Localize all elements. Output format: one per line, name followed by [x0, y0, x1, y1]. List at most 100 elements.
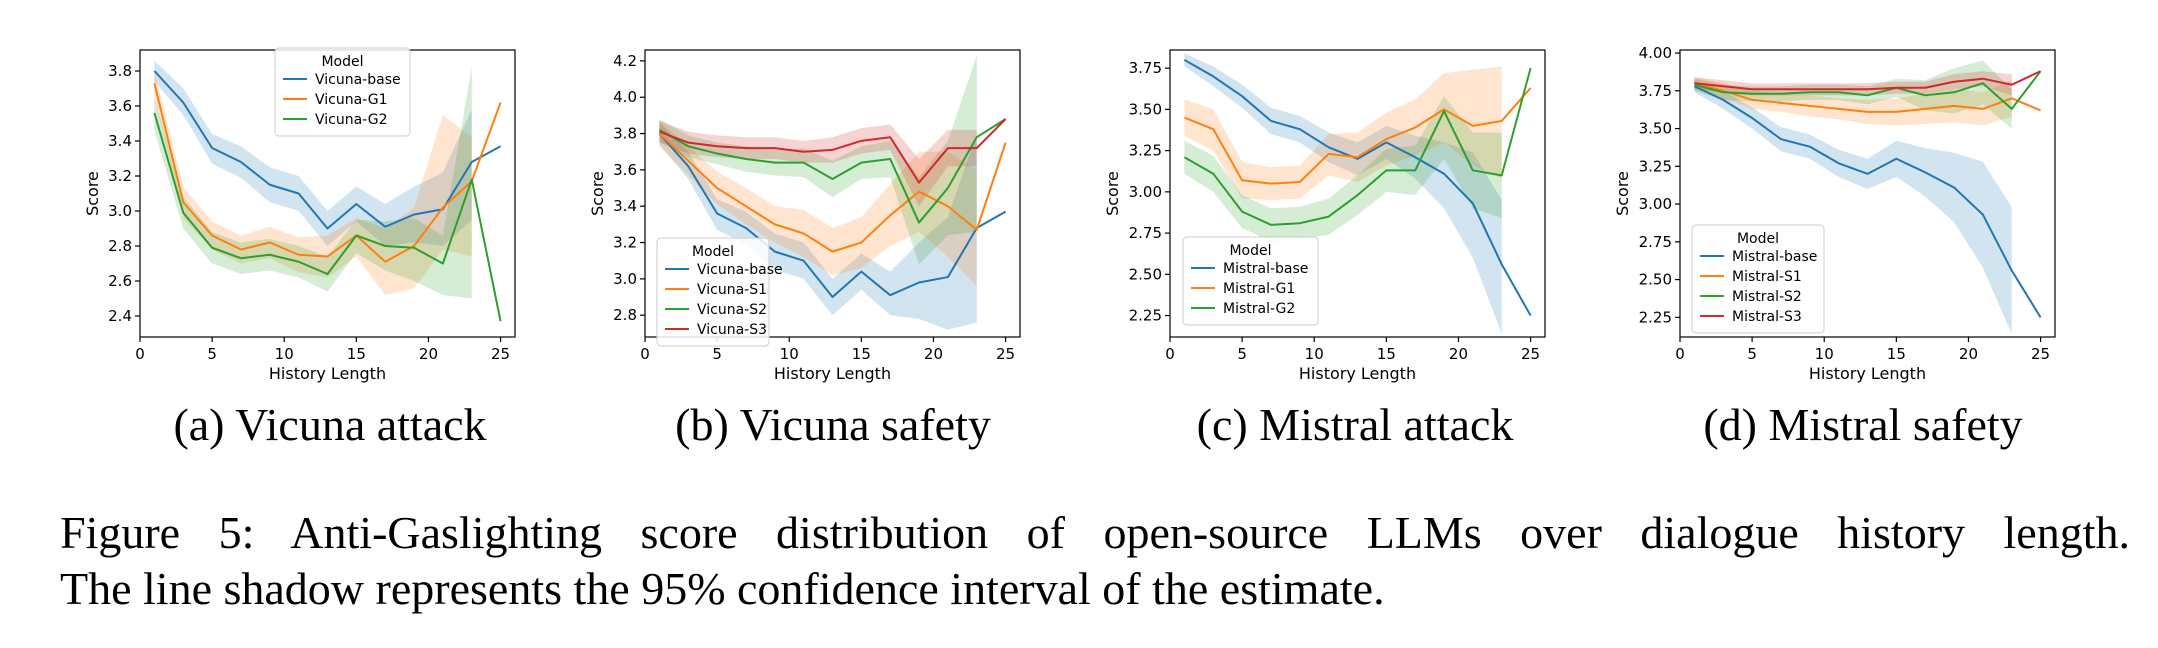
y-tick-label: 4.2 — [613, 52, 637, 70]
series-line-mistral-s1 — [1694, 82, 2041, 113]
y-axis-label: Score — [1103, 171, 1122, 216]
x-tick-label: 10 — [1815, 345, 1834, 363]
series-line-mistral-s3 — [1694, 70, 2042, 91]
caption-line-2: The line shadow represents the 95% confi… — [60, 563, 1385, 614]
x-tick-label: 20 — [419, 345, 438, 363]
x-tick-label: 5 — [1237, 345, 1247, 363]
y-tick-label: 3.0 — [613, 270, 637, 288]
legend-entry-mistral-s2: Mistral-S2 — [1732, 289, 1802, 305]
plot-area — [1183, 53, 1532, 334]
ci-band-vicuna-g1 — [154, 71, 472, 295]
series-line-mistral-g1 — [1184, 87, 1532, 185]
x-tick-label: 10 — [780, 345, 799, 363]
x-axis-label: History Length — [1299, 364, 1416, 383]
ci-band-mistral-base — [1694, 80, 2012, 334]
x-tick-label: 25 — [2031, 345, 2050, 363]
legend-title: Model — [1229, 243, 1271, 259]
ci-band-vicuna-s1 — [659, 120, 977, 287]
x-tick-label: 15 — [347, 345, 366, 363]
y-tick-label: 2.6 — [108, 272, 132, 290]
x-tick-label: 0 — [640, 345, 650, 363]
x-tick-label: 25 — [996, 345, 1015, 363]
y-tick-label: 3.6 — [108, 97, 132, 115]
x-tick-label: 10 — [1305, 345, 1324, 363]
series-line-vicuna-g1 — [153, 83, 502, 263]
y-tick-label: 2.50 — [1639, 271, 1672, 289]
x-tick-label: 5 — [207, 345, 217, 363]
y-tick-label: 3.25 — [1129, 142, 1162, 160]
x-tick-label: 10 — [275, 345, 294, 363]
legend-entry-vicuna-s2: Vicuna-S2 — [697, 302, 767, 318]
series-line-vicuna-base — [658, 132, 1007, 299]
x-tick-label: 5 — [712, 345, 722, 363]
x-axis-label: History Length — [1809, 364, 1926, 383]
legend-box — [274, 47, 411, 137]
ci-band-mistral-g1 — [1184, 66, 1502, 201]
x-tick-label: 0 — [135, 345, 145, 363]
y-tick-label: 3.00 — [1129, 183, 1162, 201]
series-line-vicuna-g2 — [153, 112, 502, 322]
subcaption-b: (b) Vicuna safety — [675, 399, 991, 450]
legend-entry-mistral-g1: Mistral-G1 — [1223, 281, 1295, 297]
ci-band-mistral-base — [1184, 53, 1502, 334]
legend-box — [656, 237, 770, 347]
figure-caption: Figure 5: Anti-Gaslighting score distrib… — [60, 505, 2130, 617]
legend-entry-mistral-s3: Mistral-S3 — [1732, 309, 1802, 325]
ci-band-vicuna-g2 — [154, 67, 472, 299]
plot-area — [658, 55, 1007, 330]
ci-band-vicuna-s3 — [659, 120, 977, 207]
legend-entry-vicuna-base: Vicuna-base — [315, 72, 401, 88]
y-tick-label: 3.2 — [108, 167, 132, 185]
ci-band-vicuna-base — [154, 60, 472, 246]
x-tick-label: 15 — [852, 345, 871, 363]
chart-mistral-safety: 0 5 10 15 20 25 2.25 2.50 2.75 3.00 3.25 3.50 3.75 4.… — [1613, 44, 2056, 383]
legend: Model Vicuna-base Vicuna-S1 Vicuna-S2 Vicuna… — [656, 237, 783, 347]
y-tick-label: 3.50 — [1129, 100, 1162, 118]
y-tick-label: 3.6 — [613, 161, 637, 179]
series-line-vicuna-s2 — [658, 118, 1007, 224]
subcaption-a: (a) Vicuna attack — [173, 399, 487, 450]
x-tick-label: 20 — [1449, 345, 1468, 363]
y-axis-label: Score — [1613, 171, 1632, 216]
y-tick-label: 3.8 — [613, 125, 637, 143]
x-tick-label: 20 — [924, 345, 943, 363]
series-line-mistral-base — [1693, 85, 2042, 318]
ci-band-mistral-g2 — [1184, 96, 1502, 242]
legend-entry-mistral-g2: Mistral-G2 — [1223, 301, 1295, 317]
series-line-mistral-s2 — [1694, 70, 2042, 110]
legend: Model Vicuna-base Vicuna-G1 Vicuna-G2 — [274, 47, 411, 137]
legend-entry-mistral-base: Mistral-base — [1732, 249, 1817, 265]
y-tick-label: 4.00 — [1639, 44, 1672, 62]
legend: Model Mistral-base Mistral-S1 Mistral-S2 Mis… — [1691, 224, 1825, 334]
y-tick-label: 3.8 — [108, 62, 132, 80]
y-tick-label: 2.8 — [108, 237, 132, 255]
plot-frame — [644, 49, 1021, 338]
legend-box — [1691, 224, 1825, 334]
legend-entry-mistral-base: Mistral-base — [1223, 261, 1308, 277]
chart-mistral-attack: 0 5 10 15 20 25 2.25 2.50 2.75 3.00 3.25 3.50 3.75 Hi… — [1103, 49, 1546, 383]
y-tick-label: 3.75 — [1639, 82, 1672, 100]
ci-band-mistral-s1 — [1694, 77, 2012, 126]
y-tick-label: 3.0 — [108, 202, 132, 220]
y-axis-label: Score — [83, 171, 102, 216]
y-tick-label: 2.75 — [1639, 233, 1672, 251]
series-line-mistral-g2 — [1183, 67, 1532, 226]
legend-entry-mistral-s1: Mistral-S1 — [1732, 269, 1802, 285]
x-tick-label: 15 — [1377, 345, 1396, 363]
series-line-vicuna-s1 — [658, 132, 1007, 253]
y-tick-label: 3.4 — [613, 197, 637, 215]
legend-title: Model — [321, 54, 363, 70]
y-tick-label: 2.75 — [1129, 224, 1162, 242]
series-line-vicuna-s3 — [659, 118, 1007, 184]
plot-frame — [1679, 49, 2056, 338]
legend-entry-vicuna-g1: Vicuna-G1 — [315, 92, 388, 108]
y-tick-label: 2.4 — [108, 307, 132, 325]
y-tick-label: 2.50 — [1129, 265, 1162, 283]
x-tick-label: 0 — [1675, 345, 1685, 363]
y-tick-label: 3.00 — [1639, 195, 1672, 213]
series-line-mistral-base — [1183, 59, 1532, 317]
x-tick-label: 15 — [1887, 345, 1906, 363]
chart-vicuna-attack: 0 5 10 15 20 25 2.4 2.6 2.8 3.0 3.2 3.4 3.6 3.8 Histor… — [83, 47, 516, 383]
caption-line-1: Figure 5: Anti-Gaslighting score distrib… — [60, 507, 2130, 558]
